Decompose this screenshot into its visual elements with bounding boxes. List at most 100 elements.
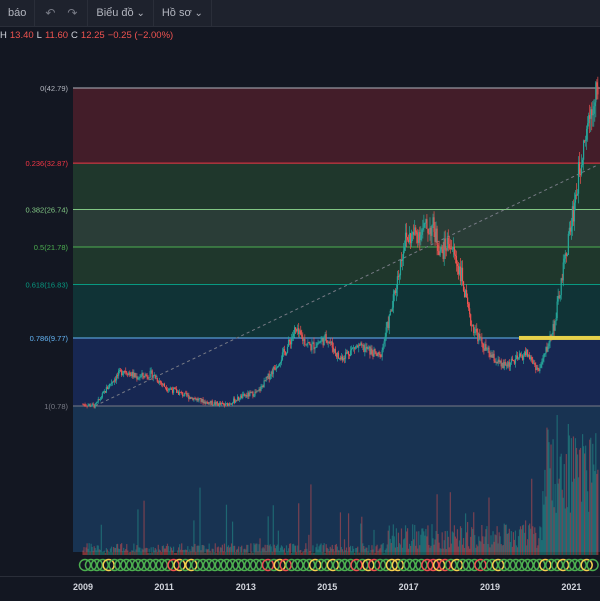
candle-body xyxy=(459,266,462,282)
volume-bar xyxy=(345,547,348,555)
candle-body xyxy=(543,354,545,359)
volume-bar xyxy=(416,531,418,555)
candle-body xyxy=(191,397,193,399)
event-marker xyxy=(137,558,151,572)
fib-zone-lower xyxy=(73,406,600,552)
volume-bar xyxy=(417,548,419,555)
candle-body xyxy=(519,353,522,357)
candle-body xyxy=(388,315,390,329)
volume-bar xyxy=(482,536,484,555)
candle-body xyxy=(510,358,512,363)
volume-bar xyxy=(129,551,131,555)
volume-bar xyxy=(384,549,386,555)
volume-bar xyxy=(448,547,450,555)
candle-body xyxy=(484,344,486,351)
volume-bar xyxy=(425,528,427,555)
candle-body xyxy=(359,344,361,346)
candle-body xyxy=(541,361,543,365)
volume-bar xyxy=(542,491,544,555)
volume-bar xyxy=(183,549,185,555)
candle-body xyxy=(150,370,152,372)
candle-body xyxy=(588,115,590,124)
volume-bar xyxy=(551,500,553,555)
fib-level-label: 0.5(21.78) xyxy=(34,243,69,252)
candle-body xyxy=(544,353,546,355)
volume-bar xyxy=(597,469,599,555)
support-highlight xyxy=(519,335,600,340)
candle-body xyxy=(576,193,579,196)
candle-body xyxy=(486,348,488,350)
candle-body xyxy=(303,339,305,341)
undo-icon[interactable]: ↶ xyxy=(45,6,56,20)
volume-bar xyxy=(526,545,528,555)
event-marker xyxy=(149,558,163,572)
candle-body xyxy=(189,397,191,400)
candle-body xyxy=(500,360,502,367)
candle-body xyxy=(267,373,269,378)
candle-body xyxy=(487,347,489,349)
candle-body xyxy=(308,342,310,344)
candle-body xyxy=(307,342,309,345)
volume-bar xyxy=(380,544,382,555)
volume-bar xyxy=(154,548,156,555)
candle-body xyxy=(323,336,325,346)
volume-bar xyxy=(281,546,284,555)
alert-menu[interactable]: báo xyxy=(0,0,36,26)
candle-body xyxy=(552,324,554,335)
candle-body xyxy=(138,377,140,379)
volume-bar xyxy=(263,548,265,555)
volume-bar xyxy=(176,552,178,555)
candle-body xyxy=(461,267,464,282)
candle-body xyxy=(454,254,457,256)
candle-body xyxy=(567,233,569,255)
candle-body xyxy=(428,233,430,235)
candle-body xyxy=(413,232,415,235)
candle-body xyxy=(439,251,441,256)
candle-body xyxy=(106,387,109,390)
candle-body xyxy=(462,281,465,291)
volume-bar xyxy=(205,548,207,555)
price-chart[interactable]: 0(42.79) 0.236(32.87) 0.382(26.74) 0.5(21.7… xyxy=(0,44,600,576)
volume-bar xyxy=(537,545,539,555)
volume-bar xyxy=(545,496,547,555)
volume-bar xyxy=(289,543,292,555)
volume-bar xyxy=(396,546,399,555)
candle-body xyxy=(377,352,379,356)
volume-bar xyxy=(414,524,416,555)
candle-body xyxy=(312,342,314,344)
volume-bar xyxy=(443,540,445,555)
candle-body xyxy=(396,276,399,290)
candle-body xyxy=(185,392,187,394)
candle-body xyxy=(240,395,242,400)
volume-bar xyxy=(242,552,244,555)
profile-menu[interactable]: Hồ sơ xyxy=(154,0,212,26)
candle-body xyxy=(568,227,570,234)
volume-bar xyxy=(294,545,296,555)
candle-body xyxy=(217,403,219,406)
volume-bar xyxy=(158,549,160,555)
candle-body xyxy=(324,334,326,337)
volume-bar xyxy=(363,546,365,555)
candle-body xyxy=(432,217,434,225)
candle-body xyxy=(174,388,177,390)
candle-body xyxy=(412,232,414,234)
chart-menu[interactable]: Biểu đồ xyxy=(88,0,154,26)
candle-body xyxy=(521,355,524,360)
volume-bar xyxy=(580,501,583,555)
event-marker xyxy=(326,558,340,572)
candle-body xyxy=(203,401,205,404)
fibonacci-lines: 0(42.79) 0.236(32.87) 0.382(26.74) 0.5(21.7… xyxy=(25,84,600,411)
volume-bar xyxy=(98,549,100,555)
volume-bar xyxy=(286,551,289,555)
volume-bar xyxy=(254,544,256,555)
event-marker xyxy=(255,558,269,572)
volume-bar xyxy=(533,534,535,555)
candle-body xyxy=(211,400,213,405)
candle-body xyxy=(105,387,108,393)
candle-body xyxy=(335,353,337,357)
candle-body xyxy=(528,354,530,357)
volume-bar xyxy=(285,545,288,555)
candle-body xyxy=(119,369,121,371)
candle-body xyxy=(379,354,381,355)
redo-icon[interactable]: ↷ xyxy=(67,6,78,20)
